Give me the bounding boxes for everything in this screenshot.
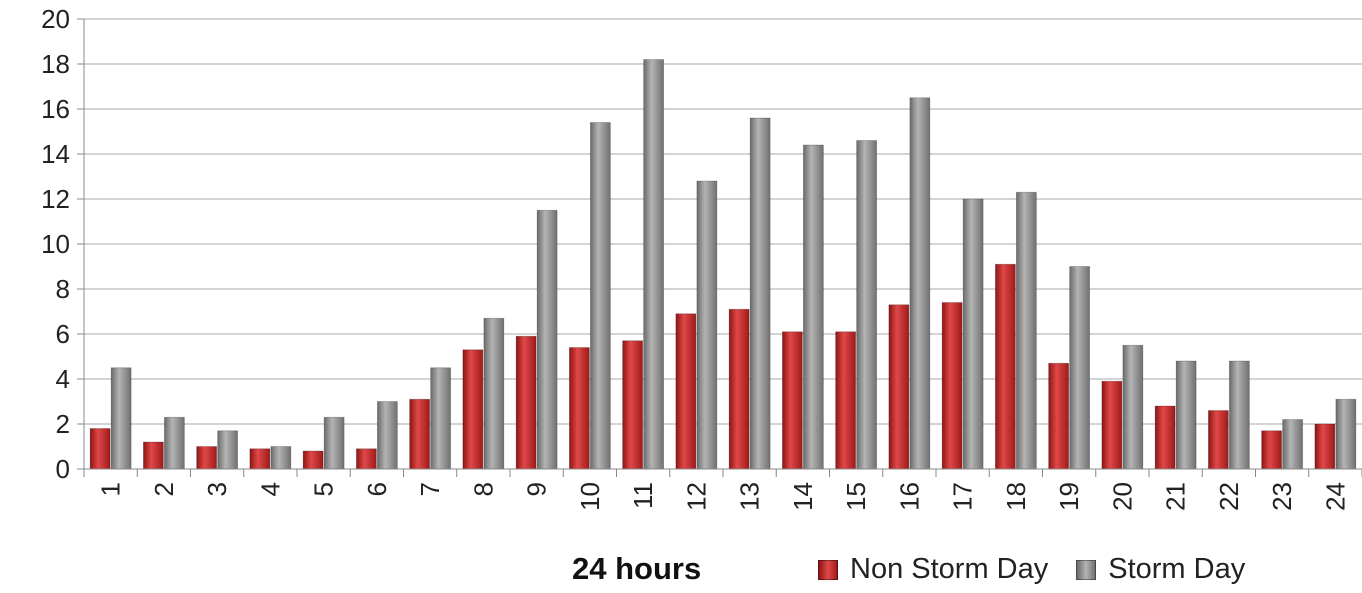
y-tick-label: 2 — [56, 409, 70, 439]
bar-non-storm-day — [835, 331, 857, 470]
bar-non-storm-day — [302, 450, 324, 470]
bar-storm-day — [856, 140, 878, 470]
bar-storm-day — [1228, 360, 1250, 470]
x-tick-label: 23 — [1267, 482, 1297, 511]
bar-non-storm-day — [888, 304, 910, 470]
bar-storm-day — [270, 446, 292, 470]
x-tick-label: 17 — [948, 482, 978, 511]
x-tick-label: 14 — [788, 482, 818, 511]
x-tick-label: 22 — [1214, 482, 1244, 511]
x-tick-label: 21 — [1161, 482, 1191, 511]
bar-non-storm-day — [142, 441, 164, 470]
y-tick-label: 20 — [41, 4, 70, 34]
y-tick-label: 0 — [56, 454, 70, 484]
bar-storm-day — [1282, 419, 1304, 470]
x-tick-label: 16 — [894, 482, 924, 511]
x-tick-label: 7 — [415, 482, 445, 496]
bar-non-storm-day — [1314, 423, 1336, 470]
bar-storm-day — [376, 401, 398, 470]
x-tick-label: 10 — [575, 482, 605, 511]
bar-non-storm-day — [568, 347, 590, 470]
x-tick-label: 11 — [628, 482, 658, 509]
legend-item-storm-day: Storm Day — [1076, 553, 1245, 586]
bar-non-storm-day — [675, 313, 697, 470]
bar-storm-day — [217, 430, 239, 470]
bar-storm-day — [536, 209, 558, 470]
bar-storm-day — [1069, 266, 1091, 470]
x-tick-label: 6 — [362, 482, 392, 496]
bars — [89, 59, 1357, 470]
y-tick-label: 4 — [56, 364, 70, 394]
legend-label-non-storm-day: Non Storm Day — [850, 553, 1049, 585]
x-tick-label: 3 — [202, 482, 232, 496]
bar-storm-day — [749, 117, 771, 470]
bar-storm-day — [643, 59, 665, 470]
x-axis: 1 2 3 4 5 6 7 8 9 10 11 12 13 14 15 16 17 18 19 20 21 22 23 24 — [83, 468, 1362, 511]
bar-non-storm-day — [1154, 405, 1176, 470]
y-tick-label: 6 — [56, 319, 70, 349]
bar-storm-day — [802, 144, 824, 470]
legend-swatch-non-storm-day — [818, 559, 838, 580]
y-tick-label: 14 — [41, 139, 70, 169]
bar-non-storm-day — [249, 448, 271, 470]
bar-storm-day — [323, 416, 345, 470]
bar-non-storm-day — [89, 428, 111, 470]
x-tick-label: 15 — [841, 482, 871, 511]
bar-non-storm-day — [409, 398, 431, 470]
bar-storm-day — [696, 180, 718, 470]
bar-storm-day — [589, 122, 611, 470]
x-tick-label: 1 — [96, 482, 126, 496]
legend: Non Storm Day Storm Day — [818, 553, 1273, 586]
bar-storm-day — [1335, 398, 1357, 470]
x-tick-label: 24 — [1320, 482, 1350, 511]
y-tick-label: 16 — [41, 94, 70, 124]
x-tick-label: 12 — [681, 482, 711, 511]
legend-item-non-storm-day: Non Storm Day — [818, 553, 1048, 586]
x-tick-label: 19 — [1054, 482, 1084, 511]
bar-storm-day — [483, 317, 505, 470]
bar-non-storm-day — [941, 302, 963, 470]
bar-non-storm-day — [462, 349, 484, 470]
bar-storm-day — [430, 367, 452, 470]
bar-non-storm-day — [1261, 430, 1283, 470]
bar-non-storm-day — [728, 308, 750, 470]
bar-non-storm-day — [196, 446, 218, 470]
bar-non-storm-day — [515, 335, 537, 470]
y-tick-label: 12 — [41, 184, 70, 214]
bar-non-storm-day — [1101, 380, 1123, 470]
x-tick-label: 18 — [1001, 482, 1031, 511]
x-tick-label: 20 — [1107, 482, 1137, 511]
y-axis: 0 2 4 6 8 10 12 14 16 18 20 — [41, 4, 85, 484]
bar-storm-day — [1175, 360, 1197, 470]
y-tick-label: 18 — [41, 49, 70, 79]
bar-non-storm-day — [355, 448, 377, 470]
x-tick-label: 4 — [255, 482, 285, 496]
bar-non-storm-day — [994, 263, 1016, 470]
y-tick-label: 8 — [56, 274, 70, 304]
x-tick-label: 8 — [468, 482, 498, 496]
bar-storm-day — [163, 416, 185, 470]
x-axis-title: 24 hours — [572, 551, 702, 586]
legend-swatch-storm-day — [1076, 559, 1097, 580]
gridlines — [84, 18, 1362, 470]
y-tick-label: 10 — [41, 229, 70, 259]
bar-non-storm-day — [622, 340, 644, 470]
x-tick-label: 9 — [522, 482, 552, 496]
bar-storm-day — [909, 97, 931, 470]
bar-non-storm-day — [781, 331, 803, 470]
bar-storm-day — [1015, 191, 1037, 470]
legend-label-storm-day: Storm Day — [1108, 553, 1246, 585]
x-tick-label: 13 — [735, 482, 765, 511]
bar-non-storm-day — [1048, 362, 1070, 470]
bar-storm-day — [1122, 344, 1144, 470]
x-tick-label: 2 — [149, 482, 179, 496]
bar-storm-day — [962, 198, 984, 470]
x-tick-label: 5 — [309, 482, 339, 496]
bar-non-storm-day — [1207, 410, 1229, 470]
bar-storm-day — [110, 367, 132, 470]
